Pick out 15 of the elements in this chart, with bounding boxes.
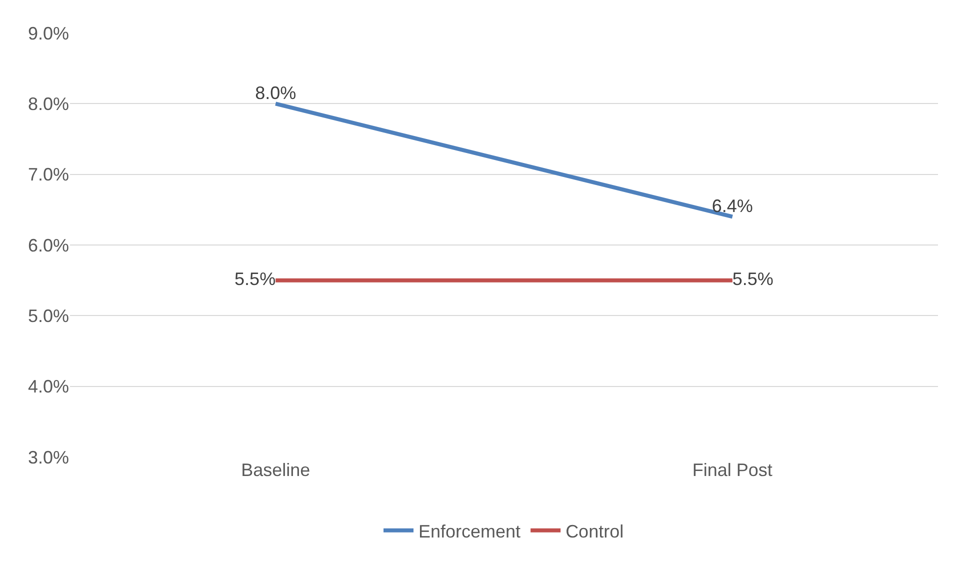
data-label: 6.4% (712, 196, 753, 216)
y-tick-label: 7.0% (28, 164, 69, 185)
data-label: 5.5% (234, 268, 276, 289)
y-tick-label: 6.0% (28, 235, 69, 256)
y-tick-label: 9.0% (28, 23, 69, 44)
legend-label: Enforcement (418, 521, 521, 542)
x-tick-label: Final Post (692, 460, 772, 480)
data-label: 8.0% (255, 83, 296, 104)
y-tick-label: 3.0% (28, 447, 69, 468)
y-tick-label: 4.0% (28, 376, 69, 397)
legend-label: Control (566, 521, 624, 542)
y-tick-label: 5.0% (28, 306, 69, 326)
y-tick-label: 8.0% (28, 94, 69, 114)
x-tick-label: Baseline (241, 460, 310, 480)
data-label: 5.5% (732, 268, 774, 289)
